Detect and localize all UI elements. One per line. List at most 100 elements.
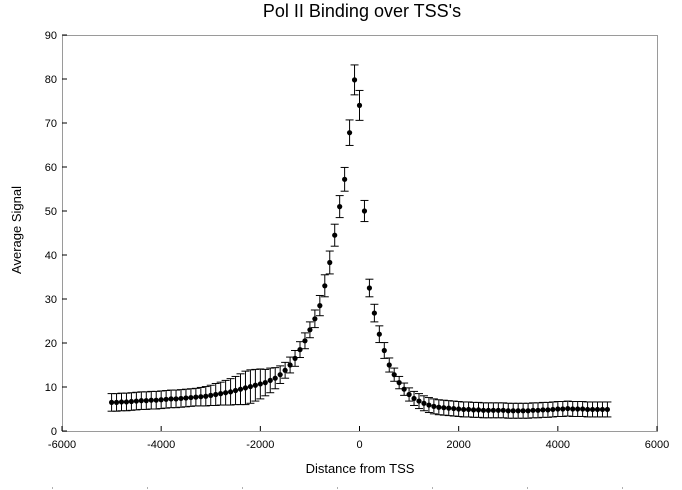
data-point [118,399,125,405]
data-point-group [340,166,349,192]
data-point-group [335,195,344,219]
data-point [208,392,214,398]
data-point [113,399,120,405]
data-point-group [370,303,379,323]
data-point [396,380,402,386]
data-point [465,406,472,413]
data-point [108,399,115,405]
data-point [530,407,536,413]
data-point-group [325,250,334,275]
data-point [495,407,501,413]
data-point [589,406,596,413]
data-point [193,394,199,400]
data-point [302,338,308,344]
data-point-group [256,368,265,400]
ruler-dot [432,487,433,489]
data-point [480,407,487,413]
ruler-dot [337,487,338,489]
data-point-group [296,341,304,359]
x-tick-label: 2000 [446,439,470,451]
y-tick-label: 10 [45,382,57,394]
data-point [277,372,283,378]
data-point [272,375,278,381]
data-point-group [479,402,488,419]
data-point [262,380,268,386]
data-point-group [603,401,612,418]
data-point [232,387,239,394]
y-tick-label: 30 [45,294,57,306]
data-point [312,316,318,322]
data-point [505,408,511,414]
data-point-group [305,321,314,339]
data-point-group [390,367,399,382]
data-point-group [271,367,280,390]
data-point [485,407,492,413]
data-point [560,406,566,412]
x-axis: -6000 -4000 -2000 0 2000 4000 6000 [48,426,669,451]
data-point [376,331,382,337]
data-point-group [276,365,285,384]
data-point [525,408,531,414]
data-point-group [548,401,557,418]
ruler-dot [147,487,148,489]
y-tick-label: 80 [45,74,57,86]
data-point-group [395,375,404,390]
data-point [307,327,313,333]
data-point [580,406,586,412]
y-tick-label: 60 [45,162,57,174]
data-point-group [375,325,384,344]
data-point-group [241,370,250,406]
data-point [510,408,516,414]
data-point [213,391,219,398]
data-point [128,398,135,405]
data-point-group [181,388,190,408]
data-point [203,393,209,399]
data-point-group [266,367,275,394]
data-point [138,398,144,404]
data-point [451,405,457,412]
data-point [599,406,606,413]
data-point [257,381,263,387]
data-point [188,394,194,401]
ruler-dot [52,487,53,489]
data-point-group [355,89,364,121]
data-point-group [350,64,359,96]
ruler-dot [622,487,623,489]
data-point [247,383,254,390]
data-point [322,283,328,289]
data-point [227,389,234,395]
data-point [337,204,343,210]
x-tick-label: 4000 [546,439,570,451]
y-tick-label: 70 [45,118,57,130]
data-point-group [122,392,131,412]
chart-title: Pol II Binding over TSS's [263,1,461,21]
data-point [470,407,477,413]
data-point [594,406,601,413]
data-point [520,408,526,414]
data-point [535,407,541,413]
data-point [237,386,244,392]
data-point [366,285,373,291]
data-point [163,396,169,402]
data-point-group [380,342,389,359]
data-point-group [419,395,428,412]
data-point [550,406,556,413]
data-point [267,377,273,383]
data-point-group [365,278,374,298]
data-point [475,407,482,413]
data-point-group [345,119,354,146]
data-point [133,398,139,404]
data-point [426,402,432,408]
bottom-ruler-dots [52,487,623,489]
data-point-group [226,378,235,406]
data-point [361,208,368,214]
data-point [327,259,333,266]
data-point [446,405,452,411]
data-point [490,407,496,413]
y-tick-label: 20 [45,338,57,350]
data-point [515,408,521,414]
y-axis: 0 10 20 30 40 50 60 70 80 90 [45,30,67,438]
data-point [500,407,506,413]
x-tick-label: 0 [356,439,362,451]
y-axis-label: Average Signal [9,186,24,274]
